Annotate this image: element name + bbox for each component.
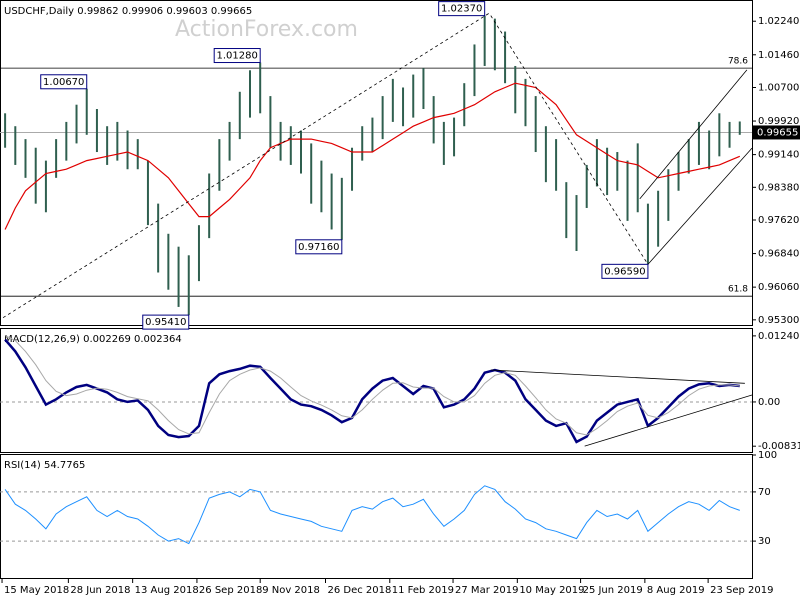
x-tick-label: 10 May 2019: [519, 585, 584, 596]
watermark: ActionForex.com: [175, 17, 358, 42]
x-tick-label: 28 Jun 2018: [70, 585, 130, 596]
y-tick-label: 0.00: [758, 397, 780, 408]
x-tick-label: 9 Nov 2018: [262, 585, 320, 596]
x-tick-label: 27 Mar 2019: [455, 585, 518, 596]
panel-title: USDCHF,Daily 0.99862 0.99906 0.99603 0.9…: [4, 6, 252, 17]
x-tick-label: 25 Jun 2019: [583, 585, 643, 596]
signal-line: [4, 334, 740, 436]
annotation-box: [295, 239, 343, 255]
fib-level-label: 78.6: [728, 57, 748, 67]
trendline: [647, 147, 753, 265]
x-tick-label: 23 Sep 2019: [710, 585, 773, 596]
y-tick-label: 0.97620: [758, 215, 799, 226]
trendline: [490, 15, 649, 265]
annotation-box: [40, 74, 88, 90]
trendline: [584, 394, 753, 447]
last-price-label: 0.99655: [757, 127, 798, 138]
annotation-label: 1.01280: [217, 51, 258, 62]
y-tick-label: 30: [758, 536, 771, 547]
annotation-box: [438, 1, 486, 17]
price-panel-frame: [0, 0, 753, 326]
y-tick-label: 0.99140: [758, 150, 799, 161]
panel-title: MACD(12,26,9) 0.002269 0.002364: [4, 334, 182, 345]
y-tick-label: 0.99920: [758, 116, 799, 127]
y-tick-label: 1.00700: [758, 82, 799, 93]
x-tick-label: 11 Feb 2019: [392, 585, 454, 596]
macd-line: [4, 338, 740, 444]
panel-title: RSI(14) 54.7765: [4, 460, 85, 471]
x-tick-label: 8 Aug 2019: [647, 585, 705, 596]
last-price-box: [753, 125, 800, 140]
y-tick-label: 0.98380: [758, 182, 799, 193]
annotation-box: [213, 48, 261, 64]
y-tick-label: 0.95300: [758, 315, 799, 326]
y-tick-label: 1.01460: [758, 50, 799, 61]
y-tick-label: 0.96840: [758, 249, 799, 260]
moving-average: [4, 82, 741, 230]
x-tick-label: 13 Aug 2018: [135, 585, 199, 596]
y-tick-label: 70: [758, 487, 771, 498]
x-tick-label: 15 May 2018: [4, 585, 69, 596]
fib-level-label: 61.8: [728, 285, 748, 295]
y-tick-label: 0.96060: [758, 282, 799, 293]
trendline: [490, 369, 745, 384]
x-tick-label: 26 Dec 2018: [327, 585, 391, 596]
annotation-box: [601, 263, 649, 279]
annotation-label: 0.96590: [604, 266, 645, 277]
annotation-box: [142, 314, 190, 330]
y-tick-label: -0.00831: [758, 441, 800, 452]
macd-panel-frame: [0, 328, 753, 453]
annotation-label: 0.95410: [145, 317, 186, 328]
y-tick-label: 1.02240: [758, 16, 799, 27]
rsi-line: [4, 485, 740, 545]
annotation-label: 1.02370: [441, 4, 482, 15]
annotation-label: 1.00670: [43, 77, 84, 88]
annotation-label: 0.97160: [298, 242, 339, 253]
rsi-panel-frame: [0, 454, 753, 579]
y-tick-label: 100: [758, 450, 777, 461]
x-tick-label: 26 Sep 2018: [199, 585, 262, 596]
trendline: [639, 69, 748, 200]
y-tick-label: 0.012408: [758, 331, 800, 342]
